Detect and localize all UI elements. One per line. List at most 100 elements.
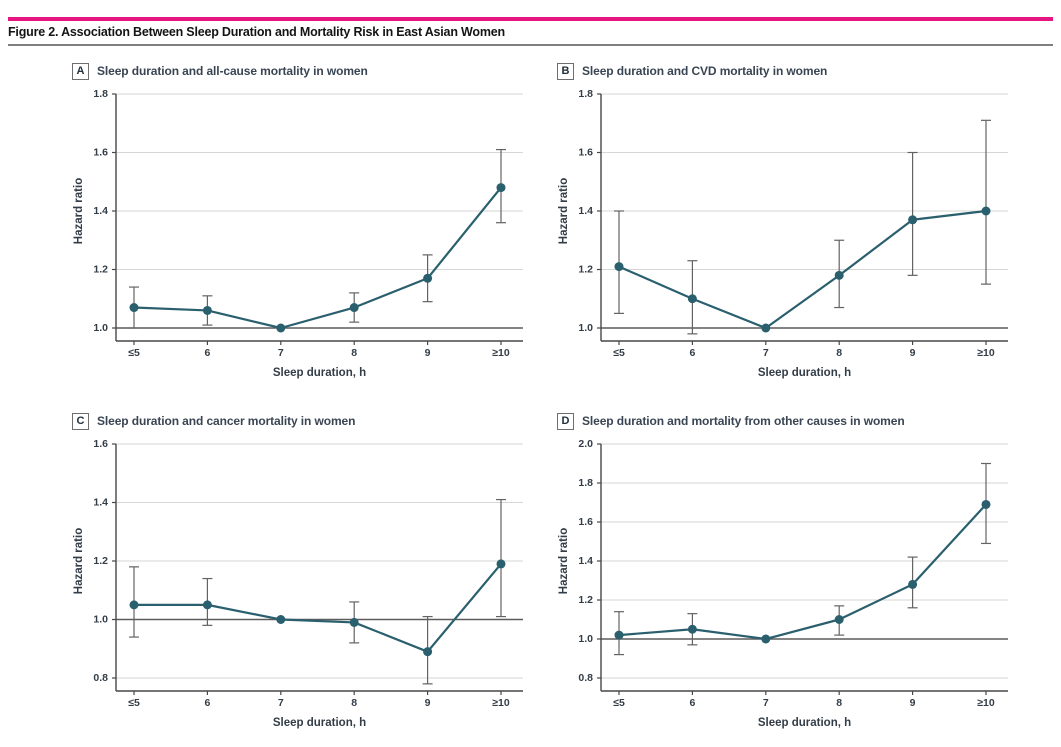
y-tick-label: 1.4 [93,497,108,509]
panel-letter-box: D [557,412,574,430]
data-point [614,630,624,640]
panel-title: Sleep duration and cancer mortality in w… [97,414,356,428]
data-point [423,273,433,283]
panel-a: A Sleep duration and all-cause mortality … [68,62,538,392]
y-tick-label: 1.2 [93,555,108,567]
y-axis-title: Hazard ratio [558,178,570,244]
y-axis-title: Hazard ratio [73,178,85,244]
data-point [834,270,844,280]
y-tick-label: 1.0 [578,322,593,334]
y-tick-label: 1.8 [578,477,593,489]
panel-header: B Sleep duration and CVD mortality in wom… [557,62,1023,80]
data-point [276,323,286,333]
x-tick-label: 8 [836,347,842,359]
x-tick-label: 8 [351,697,357,709]
trend-line [134,563,502,653]
x-tick-label: ≥10 [492,697,510,709]
y-tick-label: 1.6 [93,438,108,450]
x-axis-title: Sleep duration, h [273,367,366,379]
x-tick-label: ≤5 [128,697,140,709]
x-tick-label: 9 [425,697,431,709]
x-tick-label: 7 [763,697,769,709]
y-tick-label: 1.6 [93,147,108,159]
y-tick-label: 1.4 [578,205,593,217]
data-point [834,615,844,624]
data-point [908,579,918,589]
y-tick-label: 0.8 [93,672,108,684]
error-bar [981,119,991,285]
x-tick-label: 8 [351,347,357,359]
panel-letter-box: C [72,412,89,430]
x-axis-title: Sleep duration, h [758,717,851,729]
x-tick-label: ≥10 [492,347,510,359]
x-tick-label: 7 [278,697,284,709]
y-tick-label: 1.6 [578,147,593,159]
data-point [981,499,991,509]
x-tick-label: ≥10 [977,347,995,359]
figure-title: Figure 2. Association Between Sleep Dura… [8,25,505,39]
x-tick-label: 6 [204,347,210,359]
error-bar [496,498,506,618]
y-tick-label: 2.0 [578,438,593,450]
data-point [129,303,139,313]
panel-title: Sleep duration and mortality from other … [582,414,905,428]
data-point [423,647,433,657]
x-tick-label: ≤5 [613,347,625,359]
data-point [202,600,212,610]
panel-b-chart: 1.0 1.2 1.4 1.6 1.8 ≤5 6 7 8 9 ≥10 Sleep duration, … [558,88,1008,379]
y-tick-label: 1.2 [93,264,108,276]
data-point [614,262,624,272]
panel-header: A Sleep duration and all-cause mortality … [72,62,538,80]
data-point [129,600,139,610]
y-axis-title: Hazard ratio [73,528,85,594]
x-tick-label: 6 [689,347,695,359]
trend-line [133,186,502,330]
panel-title: Sleep duration and all-cause mortality i… [97,64,368,78]
panel-c: C Sleep duration and cancer mortality in … [68,412,538,742]
y-axis-title: Hazard ratio [558,528,570,594]
panel-a-chart: 1.0 1.2 1.4 1.6 1.8 ≤5 6 7 8 9 ≥10 Sleep duration, … [73,88,523,379]
panel-d-chart: 0.8 1.0 1.2 1.4 1.6 1.8 2.0 ≤5 6 7 8 9 ≥10 Sleep dura… [558,438,1008,729]
data-point [981,206,991,216]
y-tick-label: 1.6 [578,516,593,528]
x-tick-label: 6 [689,697,695,709]
panel-letter-box: B [557,62,574,80]
data-point [496,183,506,193]
panel-letter-box: A [72,62,89,80]
x-tick-label: ≥10 [977,697,995,709]
x-tick-label: 6 [204,697,210,709]
y-tick-label: 1.0 [578,633,593,645]
panel-header: D Sleep duration and mortality from other… [557,412,1023,430]
x-tick-label: 9 [910,347,916,359]
data-point [687,294,697,304]
y-tick-label: 0.8 [578,672,593,684]
data-point [761,634,771,644]
trend-line [618,503,987,641]
data-point [761,323,771,333]
error-bar [907,151,918,276]
y-tick-label: 1.4 [578,555,593,567]
panel-header: C Sleep duration and cancer mortality in … [72,412,538,430]
accent-rule [8,17,1053,21]
divider-rule [8,44,1053,46]
x-axis-title: Sleep duration, h [273,717,366,729]
y-tick-label: 1.8 [93,88,108,100]
x-tick-label: 8 [836,697,842,709]
y-tick-label: 1.0 [93,614,108,626]
y-tick-label: 1.2 [578,264,593,276]
x-tick-label: 7 [278,347,284,359]
data-point [496,559,506,569]
data-point [202,305,212,315]
x-tick-label: 7 [763,347,769,359]
panel-d: D Sleep duration and mortality from other… [553,412,1023,742]
x-tick-label: ≤5 [613,697,625,709]
x-tick-label: ≤5 [128,347,140,359]
panel-title: Sleep duration and CVD mortality in wome… [582,64,828,78]
data-point [276,615,286,624]
y-tick-label: 1.8 [578,88,593,100]
y-tick-label: 1.0 [93,322,108,334]
x-tick-label: 9 [425,347,431,359]
data-point [349,303,359,313]
y-tick-label: 1.4 [93,205,108,217]
trend-line [618,209,987,330]
